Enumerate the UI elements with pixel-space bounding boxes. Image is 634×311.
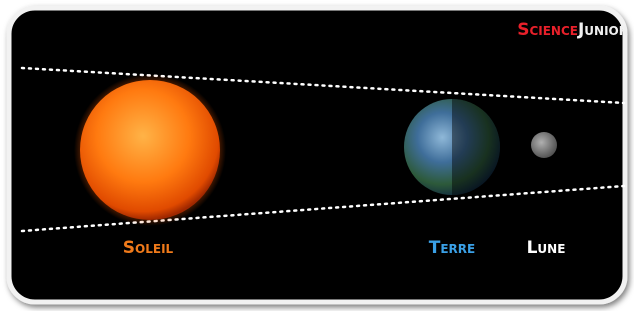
sun-label: Soleil — [123, 238, 174, 258]
moon-label: Lune — [527, 238, 566, 258]
logo-part: Science — [517, 20, 578, 40]
diagram: ScienceJunior Soleil Terre Lune — [0, 0, 634, 311]
sun — [80, 80, 220, 220]
moon — [531, 132, 557, 158]
logo-part: Junior — [577, 20, 628, 40]
earth-label: Terre — [429, 238, 475, 258]
page: ScienceJunior Soleil Terre Lune (() => {… — [0, 0, 634, 311]
logo: ScienceJunior — [517, 20, 628, 40]
